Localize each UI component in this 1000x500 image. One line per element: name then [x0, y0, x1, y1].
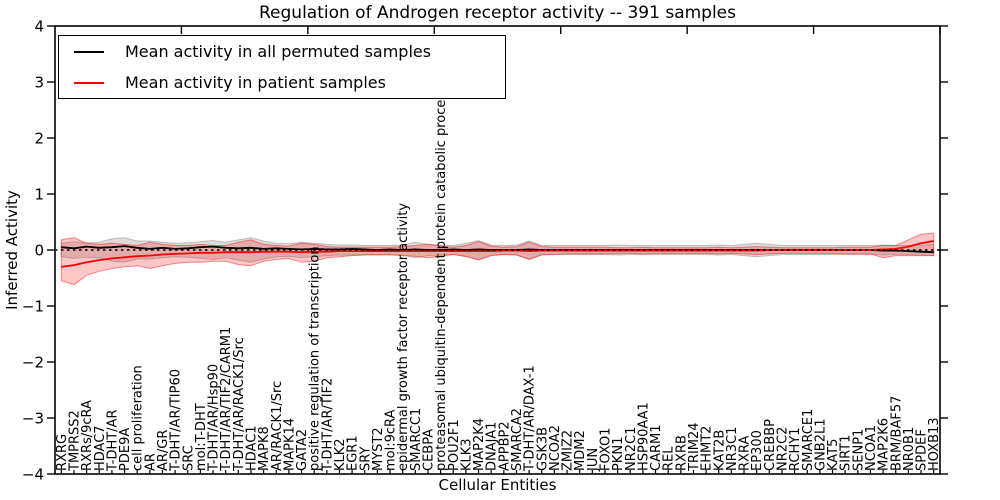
- x-tick-label: BRM/BAF57: [889, 396, 904, 471]
- x-tick-label: mol:T-DHT: [194, 403, 209, 471]
- x-tick-label: DNAJA1: [485, 422, 500, 471]
- legend-entry-permuted: Mean activity in all permuted samples: [59, 36, 505, 67]
- x-tick-label: AR/GR: [156, 430, 171, 471]
- x-tick-label: SRY: [358, 447, 373, 471]
- y-tick-label: 0: [34, 241, 44, 259]
- y-tick-label: −4: [22, 465, 44, 483]
- x-tick-label: SRC: [181, 445, 196, 471]
- x-tick-label: SIRT1: [839, 435, 854, 471]
- x-tick-label: mol:9cRA: [384, 409, 399, 471]
- x-tick-label: PKN1: [611, 437, 626, 471]
- x-tick-label: RXRA: [738, 436, 753, 471]
- x-tick-label: epidermal growth factor receptor activit…: [396, 203, 411, 471]
- x-tick-label: T-DHT/AR/TIP60: [169, 369, 184, 472]
- x-tick-label: MAPK8: [257, 426, 272, 471]
- x-tick-label: RXRG: [55, 434, 70, 471]
- x-tick-label: GATA2: [295, 429, 310, 471]
- x-tick-label: positive regulation of transcription: [308, 246, 323, 471]
- x-tick-label: POU2F1: [447, 419, 462, 471]
- x-tick-label: MYST2: [371, 427, 386, 471]
- x-tick-label: CARM1: [649, 425, 664, 472]
- x-tick-label: KAT2B: [712, 430, 727, 471]
- x-tick-label: JUN: [586, 448, 601, 472]
- x-tick-label: T-DHT/AR/DAX-1: [523, 365, 538, 472]
- x-tick-label: REL: [662, 446, 677, 471]
- x-tick-label: MAP2K4: [472, 418, 487, 471]
- x-tick-label: GSK3B: [535, 427, 550, 471]
- y-tick-label: 3: [34, 73, 44, 91]
- x-tick-label: T-DHT/AR: [105, 410, 120, 472]
- patient-confidence-band: [60, 232, 935, 286]
- permuted-line-swatch: [74, 50, 104, 53]
- x-tick-label: FOXO1: [599, 428, 614, 471]
- chart-title: Regulation of Androgen receptor activity…: [259, 3, 736, 23]
- x-tick-label: T-DHT/AR/TIF2/CARM1: [219, 327, 234, 472]
- x-tick-label: KLK3: [459, 438, 474, 471]
- x-tick-label: cell proliferation: [131, 365, 146, 471]
- x-tick-label: MDM2: [573, 430, 588, 471]
- x-tick-label: NR2C1: [624, 427, 639, 471]
- x-tick-label: HOXB13: [927, 417, 942, 471]
- x-tick-label: CEBPA: [422, 429, 437, 471]
- x-tick-label: CREBBP: [763, 419, 778, 471]
- x-tick-label: SPDEF: [915, 429, 930, 471]
- x-tick-label: MAPK14: [282, 418, 297, 471]
- x-tick-label: EGR1: [346, 435, 361, 471]
- x-tick-label: SMARCA2: [510, 408, 525, 471]
- x-tick-label: SMARCC1: [409, 408, 424, 471]
- x-tick-label: T-DHT/AR/Hsp90: [207, 364, 222, 472]
- x-tick-label: NR0B1: [902, 427, 917, 471]
- x-tick-label: AR: [143, 453, 158, 471]
- x-tick-label: HDAC1: [245, 425, 260, 471]
- legend: Mean activity in all permuted samples Me…: [58, 35, 506, 99]
- x-tick-label: proteasomal ubiquitin-dependent protein …: [434, 86, 449, 471]
- x-axis-title: Cellular Entities: [438, 476, 557, 494]
- patient-line-swatch: [74, 81, 104, 84]
- legend-label-patient: Mean activity in patient samples: [125, 73, 386, 92]
- y-tick-label: −3: [22, 409, 44, 427]
- x-tick-label: KLK2: [333, 438, 348, 471]
- y-tick-label: −1: [22, 297, 44, 315]
- x-tick-label: HSP90AA1: [636, 402, 651, 471]
- x-tick-label: ZMIZ2: [561, 430, 576, 471]
- y-tick-label: 2: [34, 129, 44, 147]
- legend-label-permuted: Mean activity in all permuted samples: [125, 42, 432, 61]
- x-tick-label: HDAC7: [93, 425, 108, 471]
- x-tick-label: MAP2K6: [877, 418, 892, 471]
- x-tick-label: TMPRSS2: [68, 410, 83, 472]
- x-tick-label: T-DHT/AR/TIF2: [320, 378, 335, 472]
- legend-entry-patient: Mean activity in patient samples: [59, 67, 505, 98]
- x-tick-label: TRIM24: [687, 422, 702, 472]
- x-tick-label: RCHY1: [788, 428, 803, 471]
- x-tick-label: RXRs/9cRA: [80, 400, 95, 471]
- x-tick-label: NR2C2: [776, 427, 791, 471]
- x-tick-label: PDE9A: [118, 428, 133, 471]
- x-tick-label: RXRB: [674, 435, 689, 471]
- x-tick-label: NR3C1: [725, 427, 740, 471]
- x-tick-label: SENP1: [851, 429, 866, 471]
- x-tick-label: KAT5: [826, 439, 841, 471]
- x-tick-label: AR/RACK1/Src: [270, 381, 285, 471]
- x-tick-label: NCOA2: [548, 425, 563, 471]
- x-tick-label: T-DHT/AR/RACK1/Src: [232, 337, 247, 472]
- y-tick-label: 4: [34, 17, 44, 35]
- x-tick-label: NCOA1: [864, 425, 879, 471]
- x-tick-label: APPBP2: [497, 421, 512, 471]
- x-tick-label: EP300: [750, 430, 765, 471]
- x-tick-label: EHMT2: [700, 426, 715, 471]
- y-tick-label: 1: [34, 185, 44, 203]
- y-tick-label: −2: [22, 353, 44, 371]
- x-tick-label: GNB2L1: [813, 418, 828, 471]
- x-tick-label: SMARCE1: [801, 409, 816, 471]
